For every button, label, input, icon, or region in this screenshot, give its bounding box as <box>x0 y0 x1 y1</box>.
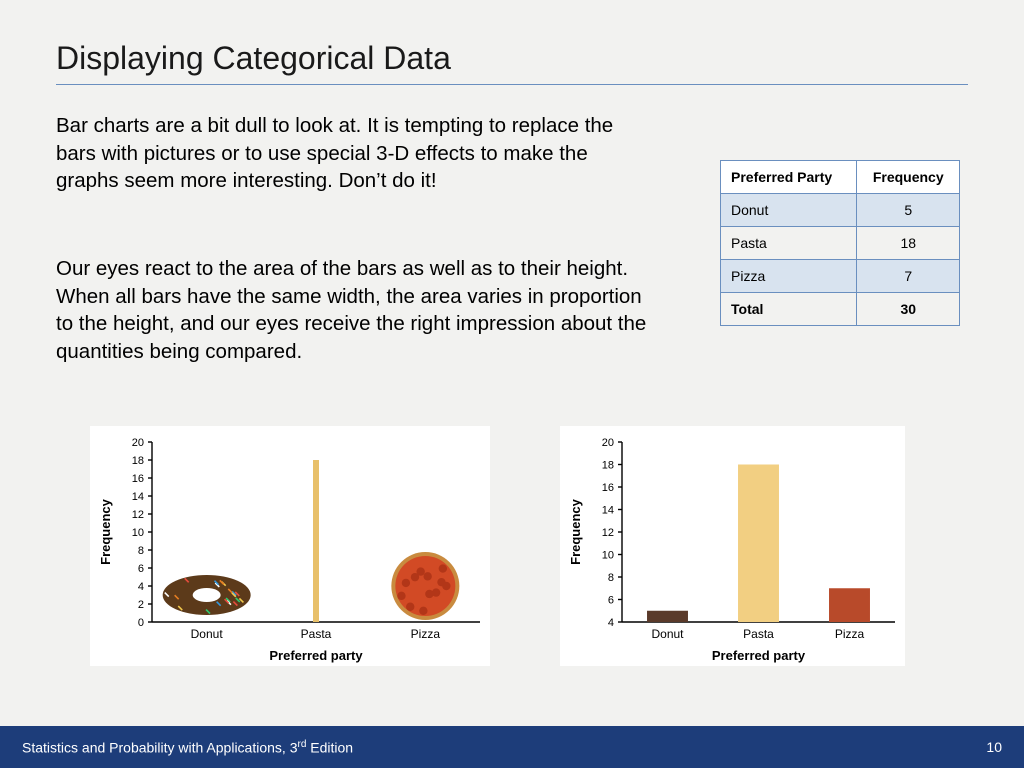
footer-book: Statistics and Probability with Applicat… <box>22 739 353 756</box>
frequency-table: Preferred Party Frequency Donut5Pasta18P… <box>720 160 960 326</box>
svg-text:10: 10 <box>602 550 614 562</box>
svg-text:4: 4 <box>608 617 614 629</box>
svg-text:Donut: Donut <box>191 627 224 641</box>
svg-text:Preferred party: Preferred party <box>269 648 363 663</box>
svg-text:8: 8 <box>608 572 614 584</box>
svg-text:Pasta: Pasta <box>301 627 332 641</box>
svg-text:6: 6 <box>608 595 614 607</box>
svg-text:Pasta: Pasta <box>743 627 774 641</box>
table-row: Pizza7 <box>721 260 960 293</box>
svg-text:0: 0 <box>138 617 144 629</box>
svg-text:12: 12 <box>602 527 614 539</box>
svg-text:20: 20 <box>602 437 614 449</box>
svg-text:10: 10 <box>132 527 144 539</box>
page-title: Displaying Categorical Data <box>56 40 451 77</box>
footer-page-number: 10 <box>986 739 1002 755</box>
table-total-row: Total30 <box>721 293 960 326</box>
slide-footer: Statistics and Probability with Applicat… <box>0 726 1024 768</box>
svg-text:16: 16 <box>602 482 614 494</box>
svg-text:4: 4 <box>138 581 144 593</box>
svg-text:6: 6 <box>138 563 144 575</box>
svg-text:Donut: Donut <box>651 627 684 641</box>
paragraph-2: Our eyes react to the area of the bars a… <box>56 255 656 366</box>
title-underline <box>56 84 968 85</box>
svg-text:Pizza: Pizza <box>835 627 865 641</box>
table-row: Pasta18 <box>721 227 960 260</box>
svg-text:20: 20 <box>132 437 144 449</box>
svg-text:2: 2 <box>138 599 144 611</box>
table-header: Frequency <box>857 161 960 194</box>
table-header: Preferred Party <box>721 161 857 194</box>
svg-text:18: 18 <box>602 460 614 472</box>
svg-text:Frequency: Frequency <box>98 498 113 565</box>
svg-text:16: 16 <box>132 473 144 485</box>
svg-text:8: 8 <box>138 545 144 557</box>
svg-text:14: 14 <box>132 491 144 503</box>
svg-text:14: 14 <box>602 505 614 517</box>
svg-text:Preferred party: Preferred party <box>712 648 806 663</box>
pictograph-chart: 0 2 4 6 8 10 12 14 16 18 20 Frequency Preferred part… <box>90 426 490 666</box>
paragraph-1: Bar charts are a bit dull to look at. It… <box>56 112 656 195</box>
svg-text:Pizza: Pizza <box>411 627 441 641</box>
table-row: Donut5 <box>721 194 960 227</box>
svg-text:12: 12 <box>132 509 144 521</box>
svg-text:Frequency: Frequency <box>568 498 583 565</box>
bar-chart: 4 6 8 10 12 14 16 18 20 Frequency Preferred party D… <box>560 426 905 666</box>
svg-text:18: 18 <box>132 455 144 467</box>
